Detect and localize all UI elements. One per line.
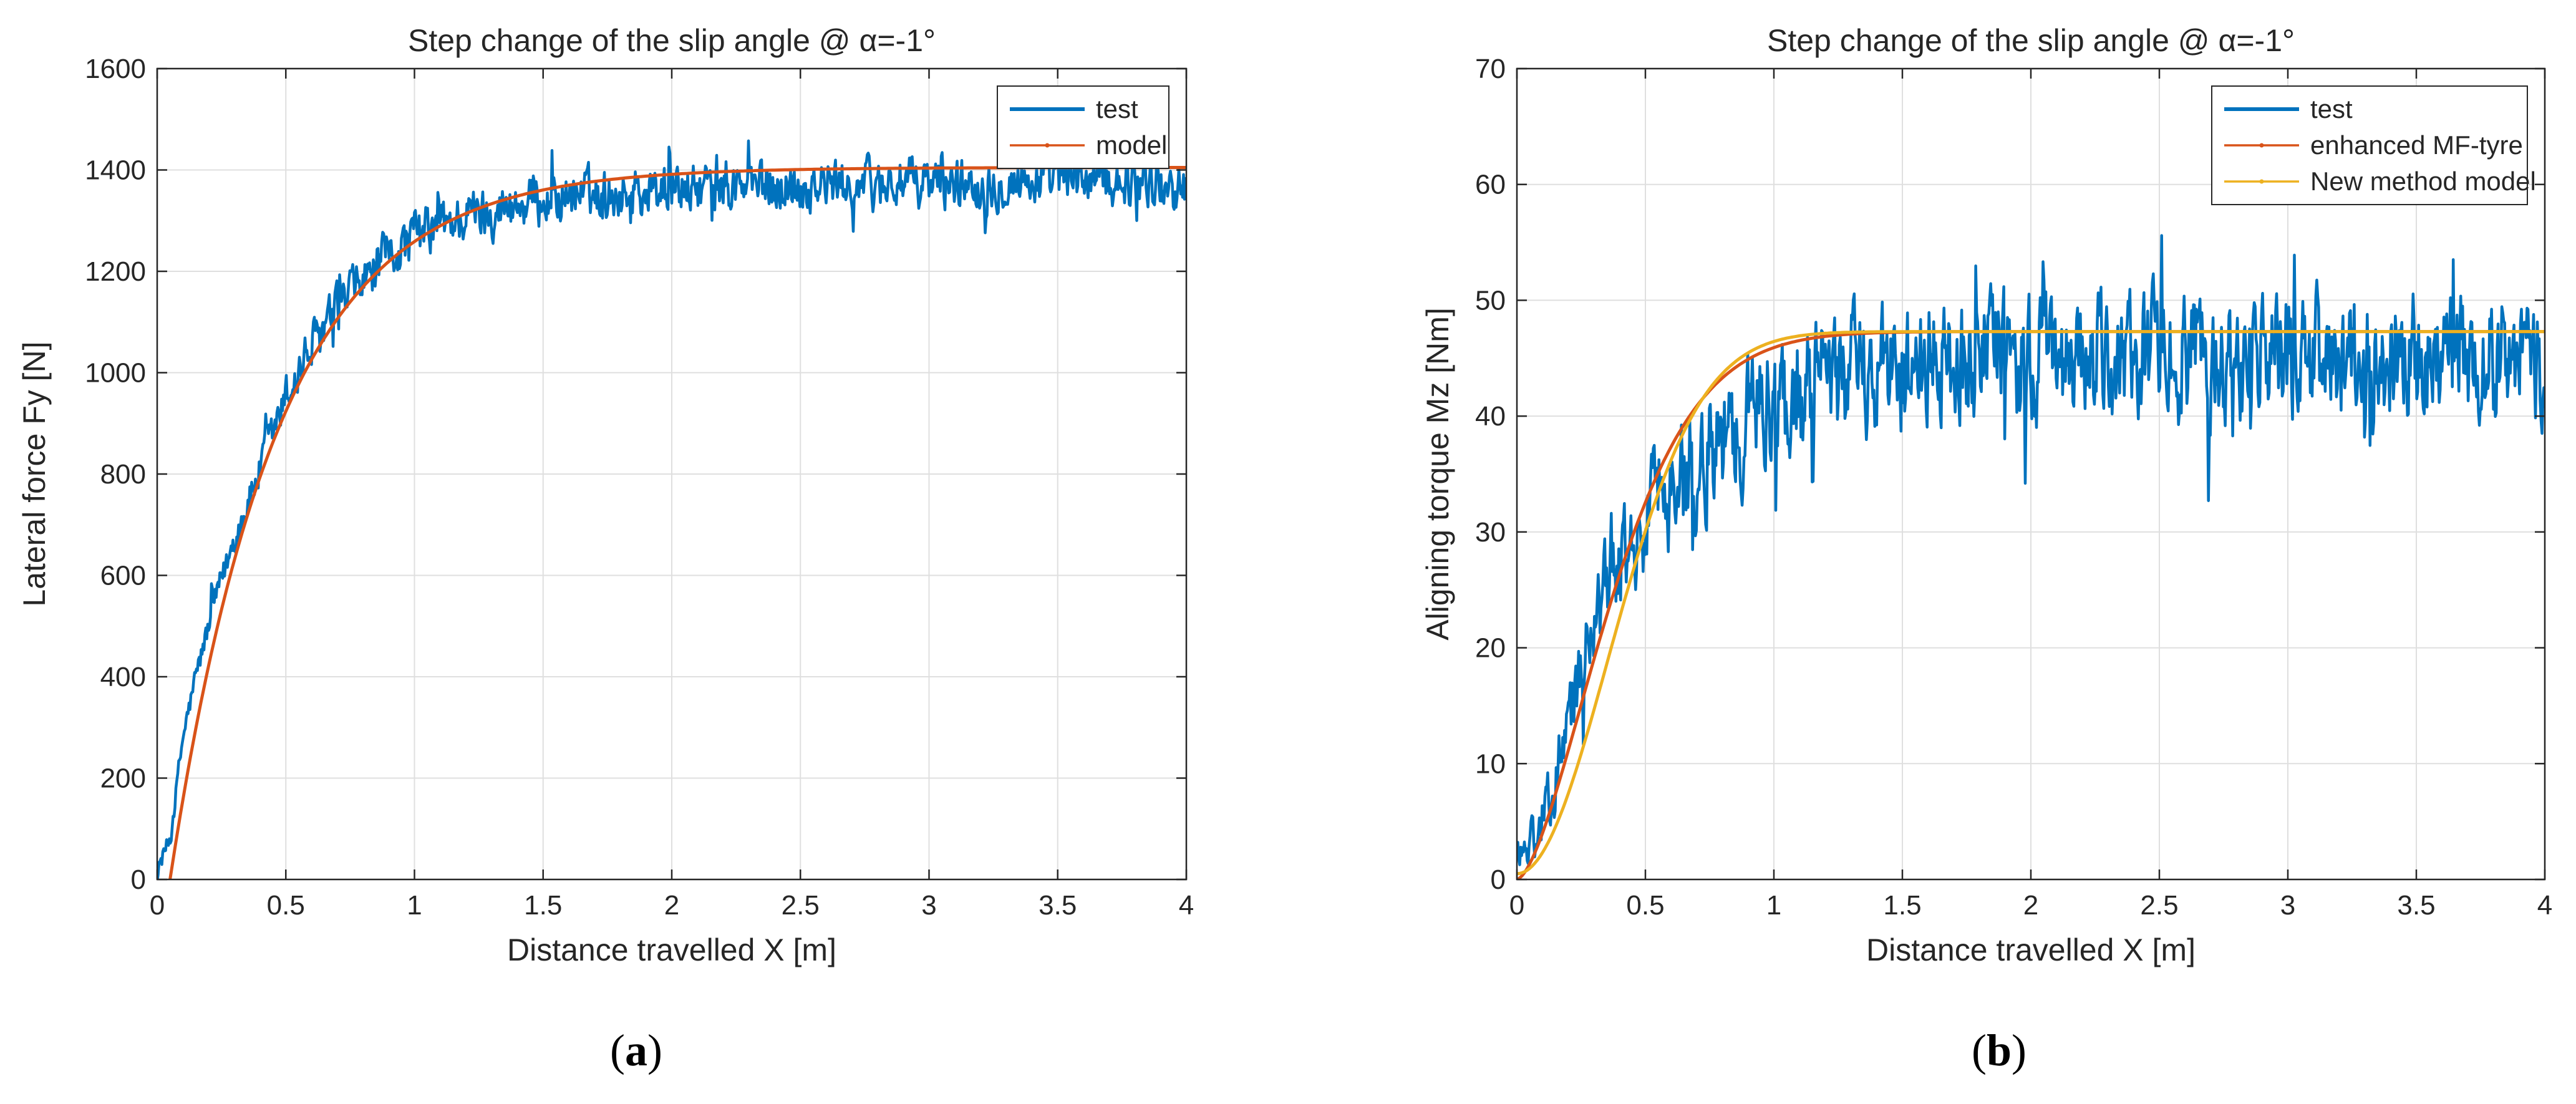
y-tick-label: 1400 xyxy=(85,155,146,186)
chart-b-title: Step change of the slip angle @ α=-1° xyxy=(1767,23,2295,58)
x-tick-label: 1.5 xyxy=(524,890,562,921)
y-tick-label: 50 xyxy=(1475,285,1506,316)
chart-b-xlabel: Distance travelled X [m] xyxy=(1866,932,2196,967)
y-tick-label: 600 xyxy=(100,561,146,591)
y-tick-label: 20 xyxy=(1475,633,1506,664)
y-tick-label: 1200 xyxy=(85,256,146,287)
x-tick-label: 4 xyxy=(1179,890,1194,921)
chart-a: 0 0.5 1 1.5 2 2.5 3 3.5 4 0 200 400 600 800 1000 1200 14… xyxy=(17,23,1194,1075)
chart-b-series xyxy=(1517,234,2545,879)
chart-a-ylabel: Lateral force Fy [N] xyxy=(17,341,52,606)
y-tick-label: 30 xyxy=(1475,517,1506,548)
x-tick-label: 1 xyxy=(1766,890,1781,921)
x-tick-label: 3 xyxy=(921,890,936,921)
y-tick-label: 1600 xyxy=(85,54,146,84)
legend-label: enhanced MF-tyre xyxy=(2310,130,2523,160)
legend-marker xyxy=(1045,143,1050,148)
x-tick-label: 0 xyxy=(1509,890,1524,921)
y-tick-label: 0 xyxy=(1491,864,1506,895)
x-tick-label: 2 xyxy=(664,890,679,921)
legend-marker xyxy=(2259,179,2264,184)
y-tick-label: 1000 xyxy=(85,358,146,389)
x-tick-label: 1.5 xyxy=(1883,890,1921,921)
chart-a-ticks: 0 0.5 1 1.5 2 2.5 3 3.5 4 0 200 400 600 800 1000 1200 14… xyxy=(85,54,1194,921)
y-tick-label: 0 xyxy=(131,864,146,895)
chart-b-panel-label: (b) xyxy=(1972,1025,2026,1075)
y-tick-label: 10 xyxy=(1475,748,1506,779)
y-tick-label: 200 xyxy=(100,763,146,794)
x-tick-label: 2.5 xyxy=(2140,890,2178,921)
x-tick-label: 1 xyxy=(407,890,422,921)
x-tick-label: 4 xyxy=(2537,890,2552,921)
x-tick-label: 0.5 xyxy=(1626,890,1664,921)
chart-a-title: Step change of the slip angle @ α=-1° xyxy=(408,23,936,58)
legend-marker xyxy=(2259,143,2264,148)
legend-label: New method model xyxy=(2310,167,2536,196)
x-tick-label: 3.5 xyxy=(2397,890,2435,921)
chart-a-panel-letter: a xyxy=(625,1025,647,1075)
x-tick-label: 0.5 xyxy=(267,890,305,921)
series-line-test xyxy=(157,139,1186,879)
chart-b-legend: test enhanced MF-tyre New method model xyxy=(2211,85,2536,205)
legend-box xyxy=(997,85,1169,169)
series-line-test xyxy=(1517,234,2545,866)
y-tick-label: 70 xyxy=(1475,54,1506,84)
chart-a-legend: test model xyxy=(997,85,1169,169)
y-tick-label: 60 xyxy=(1475,170,1506,200)
legend-label: test xyxy=(2310,94,2353,123)
chart-b-ylabel: Aligning torque Mz [Nm] xyxy=(1420,307,1455,641)
y-tick-label: 40 xyxy=(1475,401,1506,432)
y-tick-label: 400 xyxy=(100,662,146,692)
chart-a-panel-label: (a) xyxy=(610,1025,662,1075)
x-tick-label: 2.5 xyxy=(782,890,820,921)
legend-label: model xyxy=(1096,130,1167,160)
x-tick-label: 0 xyxy=(150,890,165,921)
chart-b-panel-letter: b xyxy=(1987,1025,2012,1075)
chart-a-xlabel: Distance travelled X [m] xyxy=(507,932,836,967)
x-tick-label: 2 xyxy=(2023,890,2038,921)
x-tick-label: 3 xyxy=(2280,890,2295,921)
series-line-new-method-model xyxy=(1517,330,2545,876)
legend-label: test xyxy=(1096,94,1138,123)
y-tick-label: 800 xyxy=(100,459,146,490)
x-tick-label: 3.5 xyxy=(1039,890,1077,921)
